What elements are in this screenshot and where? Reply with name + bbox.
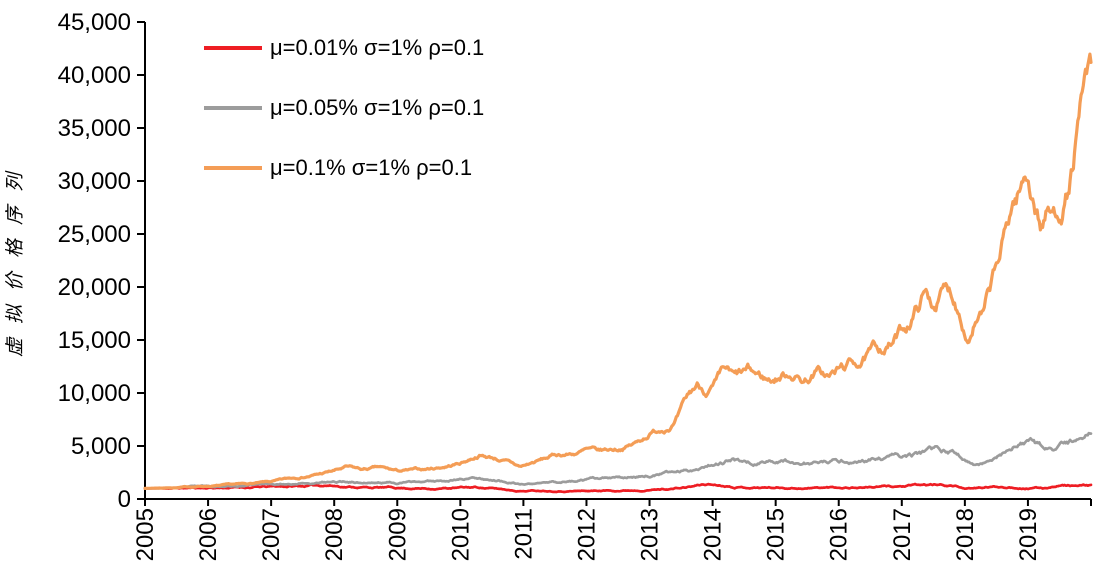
y-axis-title: 虚拟价格序列 (4, 159, 26, 357)
legend-swatch-line (204, 46, 262, 50)
legend-label: μ=0.01% σ=1% ρ=0.1 (270, 35, 485, 60)
y-tick-label: 15,000 (58, 327, 131, 354)
series-line-1 (143, 431, 1093, 490)
legend-item: μ=0.05% σ=1% ρ=0.1 (204, 96, 484, 120)
y-tick-label: 0 (118, 486, 131, 513)
x-tick-label: 2014 (700, 508, 727, 561)
x-tick-label: 2008 (321, 508, 348, 561)
series-line-2 (143, 52, 1093, 490)
x-tick-label: 2005 (132, 508, 159, 561)
x-tick-label: 2009 (384, 508, 411, 561)
x-tick-label: 2011 (510, 508, 537, 560)
legend-label: μ=0.1% σ=1% ρ=0.1 (270, 155, 473, 180)
x-tick-label: 2017 (889, 508, 916, 561)
x-tick-label: 2006 (195, 508, 222, 561)
y-tick-label: 25,000 (58, 221, 131, 248)
legend-label: μ=0.05% σ=1% ρ=0.1 (270, 95, 485, 120)
legend-item: μ=0.1% σ=1% ρ=0.1 (204, 156, 484, 180)
x-tick-label: 2012 (573, 508, 600, 561)
y-tick-label: 35,000 (58, 115, 131, 142)
x-tick-label: 2019 (1015, 508, 1042, 561)
y-tick-label: 5,000 (71, 433, 131, 460)
legend: μ=0.01% σ=1% ρ=0.1 μ=0.05% σ=1% ρ=0.1 μ=… (204, 36, 484, 216)
x-tick-label: 2010 (447, 508, 474, 561)
x-tick-label: 2007 (258, 508, 285, 561)
y-tick-label: 30,000 (58, 168, 131, 195)
x-tick-label: 2013 (637, 508, 664, 561)
legend-swatch-line (204, 166, 262, 170)
legend-swatch-line (204, 106, 262, 110)
y-tick-label: 45,000 (58, 9, 131, 36)
y-tick-label: 20,000 (58, 274, 131, 301)
series-line-0 (143, 482, 1093, 494)
x-tick-label: 2018 (952, 508, 979, 561)
x-tick-label: 2015 (763, 508, 790, 561)
x-tick-label: 2016 (826, 508, 853, 561)
y-tick-label: 40,000 (58, 62, 131, 89)
y-tick-label: 10,000 (58, 380, 131, 407)
legend-item: μ=0.01% σ=1% ρ=0.1 (204, 36, 484, 60)
